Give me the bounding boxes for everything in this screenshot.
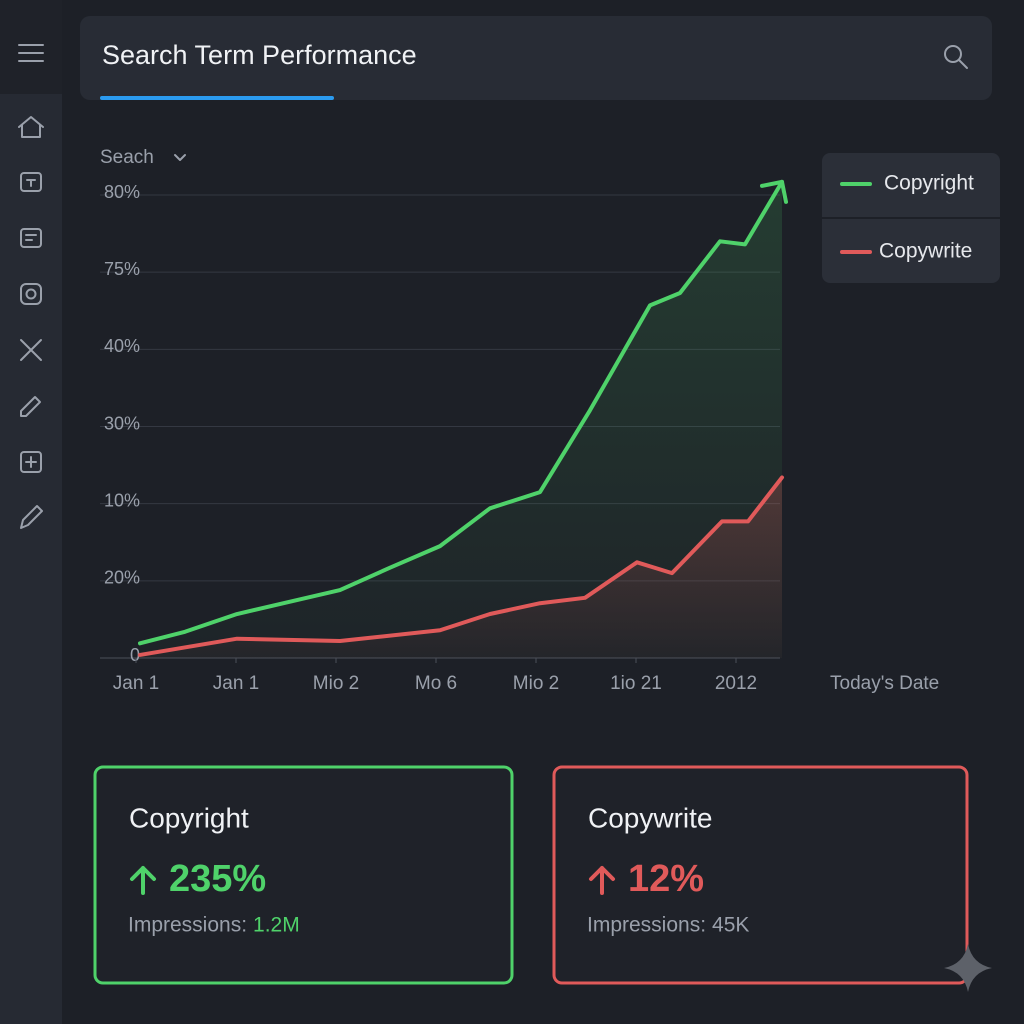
dropdown[interactable]: Seach bbox=[100, 147, 154, 168]
up-arrow bbox=[130, 866, 156, 895]
y-tick-label: 20% bbox=[104, 568, 140, 588]
x-tick-label: Mo 6 bbox=[415, 673, 457, 694]
area bbox=[140, 181, 782, 659]
card bbox=[552, 765, 969, 985]
nav-icon[interactable] bbox=[20, 505, 43, 529]
y-tick-label: 40% bbox=[104, 336, 140, 356]
x-tick-label: 2012 bbox=[715, 673, 757, 694]
nav-icon[interactable] bbox=[20, 396, 41, 417]
card-title: Copyright bbox=[129, 802, 249, 833]
card bbox=[93, 765, 514, 985]
legend-entries: Copyright Copywrite bbox=[840, 172, 974, 263]
nav-icon[interactable] bbox=[20, 283, 42, 305]
x-tick-label: Mio 2 bbox=[513, 673, 559, 694]
line bbox=[138, 179, 784, 646]
cards: Copyright 235% Impressions: 1.2M Copywrite 12… bbox=[93, 765, 969, 985]
area bbox=[140, 477, 782, 658]
legend-label: Copywrite bbox=[879, 240, 972, 263]
arrowhead bbox=[760, 179, 788, 204]
y-tick-label: 80% bbox=[104, 182, 140, 202]
dropdown-caret[interactable] bbox=[174, 154, 186, 161]
card-change: 235% bbox=[169, 858, 266, 900]
up-arrow bbox=[589, 866, 615, 895]
impressions-label: Impressions: bbox=[587, 914, 706, 937]
sparkle bbox=[944, 944, 992, 992]
nav-icon[interactable] bbox=[20, 451, 42, 473]
y-tick-label: 0 bbox=[130, 645, 140, 665]
impressions-value: 1.2M bbox=[253, 914, 300, 937]
search-icon[interactable] bbox=[944, 45, 968, 69]
card-title: Copywrite bbox=[588, 802, 712, 833]
y-tick-label: 10% bbox=[104, 490, 140, 510]
menu-icon[interactable] bbox=[18, 44, 44, 62]
tab-underline bbox=[100, 96, 334, 100]
nav-icon[interactable] bbox=[20, 339, 42, 361]
line bbox=[138, 475, 784, 657]
x-tick-label: Jan 1 bbox=[213, 673, 259, 694]
card-change: 12% bbox=[628, 858, 704, 900]
x-tick-label: Jan 1 bbox=[113, 673, 159, 694]
x-tick-label: Mio 2 bbox=[313, 673, 359, 694]
impressions-label: Impressions: bbox=[128, 914, 247, 937]
header-title: Search Term Performance bbox=[102, 40, 417, 70]
y-tick-label: 30% bbox=[104, 413, 140, 433]
nav-icon[interactable] bbox=[20, 172, 42, 192]
plot: 0 20% 10% 30% 40% 75% 80% Jan 1 Jan 1 Mio 2 Mo 6 Mi… bbox=[100, 179, 788, 694]
header bbox=[80, 16, 992, 100]
legend-label: Copyright bbox=[884, 172, 974, 195]
x-axis-label: Today's Date bbox=[830, 673, 939, 694]
impressions-value: 45K bbox=[712, 914, 749, 937]
home-icon[interactable] bbox=[18, 116, 44, 138]
nav-icon[interactable] bbox=[20, 228, 42, 248]
y-tick-label: 75% bbox=[104, 259, 140, 279]
sidebar-top bbox=[0, 0, 62, 94]
x-tick-label: 1io 21 bbox=[610, 673, 662, 694]
